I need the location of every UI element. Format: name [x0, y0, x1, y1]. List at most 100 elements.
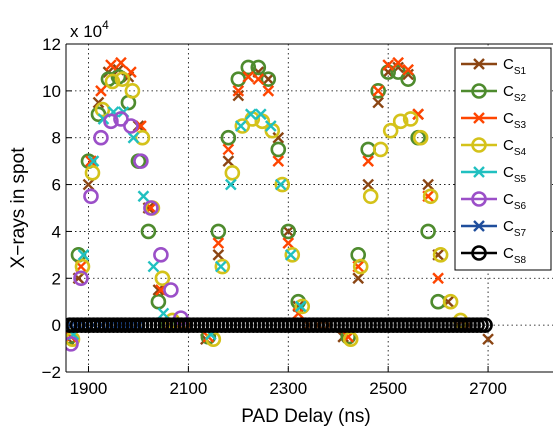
- legend-box: [454, 47, 552, 271]
- x-tick-label: 2100: [169, 379, 207, 398]
- data-point: [104, 73, 121, 90]
- data-point: [153, 247, 169, 263]
- data-point: [115, 56, 127, 69]
- data-point: [163, 282, 179, 298]
- data-point: [422, 178, 434, 191]
- data-point: [402, 111, 419, 127]
- data-point: [234, 120, 247, 132]
- y-tick-label: −2: [42, 363, 61, 382]
- data-point: [244, 108, 257, 121]
- data-point: [210, 223, 227, 240]
- x-tick-label: 2500: [369, 379, 407, 398]
- data-point: [92, 96, 105, 109]
- data-point: [134, 129, 151, 146]
- data-point: [284, 249, 297, 261]
- y-tick-label: 8: [52, 129, 61, 148]
- legend-marker: [473, 112, 485, 124]
- series-s5: [67, 106, 307, 341]
- data-point: [83, 188, 99, 205]
- data-point: [482, 333, 494, 346]
- data-point: [220, 129, 237, 146]
- data-point: [392, 113, 409, 130]
- data-point: [382, 59, 395, 71]
- data-point: [232, 85, 245, 97]
- data-point: [230, 71, 247, 87]
- data-point: [432, 272, 444, 285]
- data-point: [66, 336, 79, 352]
- data-point: [400, 71, 416, 87]
- y-axis-label: X−rays in spot: [8, 147, 29, 269]
- data-point: [103, 113, 119, 130]
- data-point: [362, 155, 375, 167]
- data-point: [402, 63, 414, 76]
- data-point: [124, 83, 141, 99]
- legend-entry: CS2: [503, 83, 527, 104]
- data-point: [292, 307, 305, 320]
- data-point: [362, 178, 375, 191]
- data-point: [270, 141, 287, 158]
- ticks: 1900 2100 2300 2500 2700 −2 0 2 4 6 8 10 12: [42, 35, 507, 398]
- data-point: [123, 118, 139, 134]
- data-point: [214, 258, 231, 275]
- data-point: [214, 260, 227, 273]
- data-point: [147, 260, 160, 273]
- data-point: [294, 300, 307, 313]
- data-point: [105, 59, 117, 71]
- data-point: [272, 155, 285, 167]
- legend-entry: CS4: [503, 137, 527, 158]
- data-point: [87, 155, 100, 167]
- axes: [65, 43, 553, 373]
- data-point: [133, 153, 149, 169]
- legend-marker: [471, 191, 487, 207]
- legend-marker: [473, 58, 485, 70]
- y-tick-label: 0: [52, 316, 61, 335]
- data-point: [272, 131, 285, 144]
- data-point: [362, 188, 379, 205]
- data-point: [262, 85, 275, 97]
- legend-entry: CS1: [503, 56, 527, 77]
- y-tick-label: 6: [52, 176, 61, 195]
- legend-entry: CS7: [503, 218, 527, 239]
- series-s4: [66, 71, 469, 348]
- data-point: [282, 225, 295, 238]
- data-point: [274, 178, 287, 191]
- data-point: [284, 247, 301, 263]
- data-point: [232, 89, 245, 102]
- data-point: [260, 71, 277, 87]
- x-axis-label: PAD Delay (ns): [241, 406, 371, 427]
- data-point: [234, 118, 251, 134]
- x-tick-label: 1900: [70, 379, 108, 398]
- data-point: [152, 284, 165, 296]
- data-point: [154, 270, 171, 287]
- data-point: [352, 258, 369, 275]
- legend-marker: [471, 245, 487, 261]
- data-point: [77, 249, 90, 261]
- data-point: [264, 120, 277, 132]
- legend-marker: [473, 220, 485, 232]
- legend-entry: CS3: [503, 110, 527, 131]
- data-point: [114, 71, 131, 87]
- data-point: [412, 108, 424, 121]
- data-point: [222, 155, 235, 167]
- data-point: [143, 200, 159, 216]
- data-point: [150, 293, 167, 310]
- data-point: [84, 165, 101, 181]
- legend-marker: [473, 166, 485, 178]
- data-point: [252, 73, 265, 85]
- data-point: [82, 178, 95, 191]
- data-point: [224, 178, 237, 191]
- data-point: [274, 176, 291, 193]
- y-tick-label: 10: [42, 82, 61, 101]
- data-point: [412, 129, 429, 146]
- data-point: [382, 122, 399, 139]
- data-point: [442, 293, 459, 310]
- series-s2: [66, 59, 446, 345]
- data-point: [157, 307, 170, 320]
- data-point: [212, 249, 225, 261]
- y-tick-label: 2: [52, 269, 61, 288]
- legend: CS1 CS2 CS3 CS4 CS5 CS6 CS7 CS8: [454, 47, 552, 271]
- data-point: [392, 56, 405, 69]
- data-point: [430, 293, 446, 310]
- data-point: [85, 155, 97, 167]
